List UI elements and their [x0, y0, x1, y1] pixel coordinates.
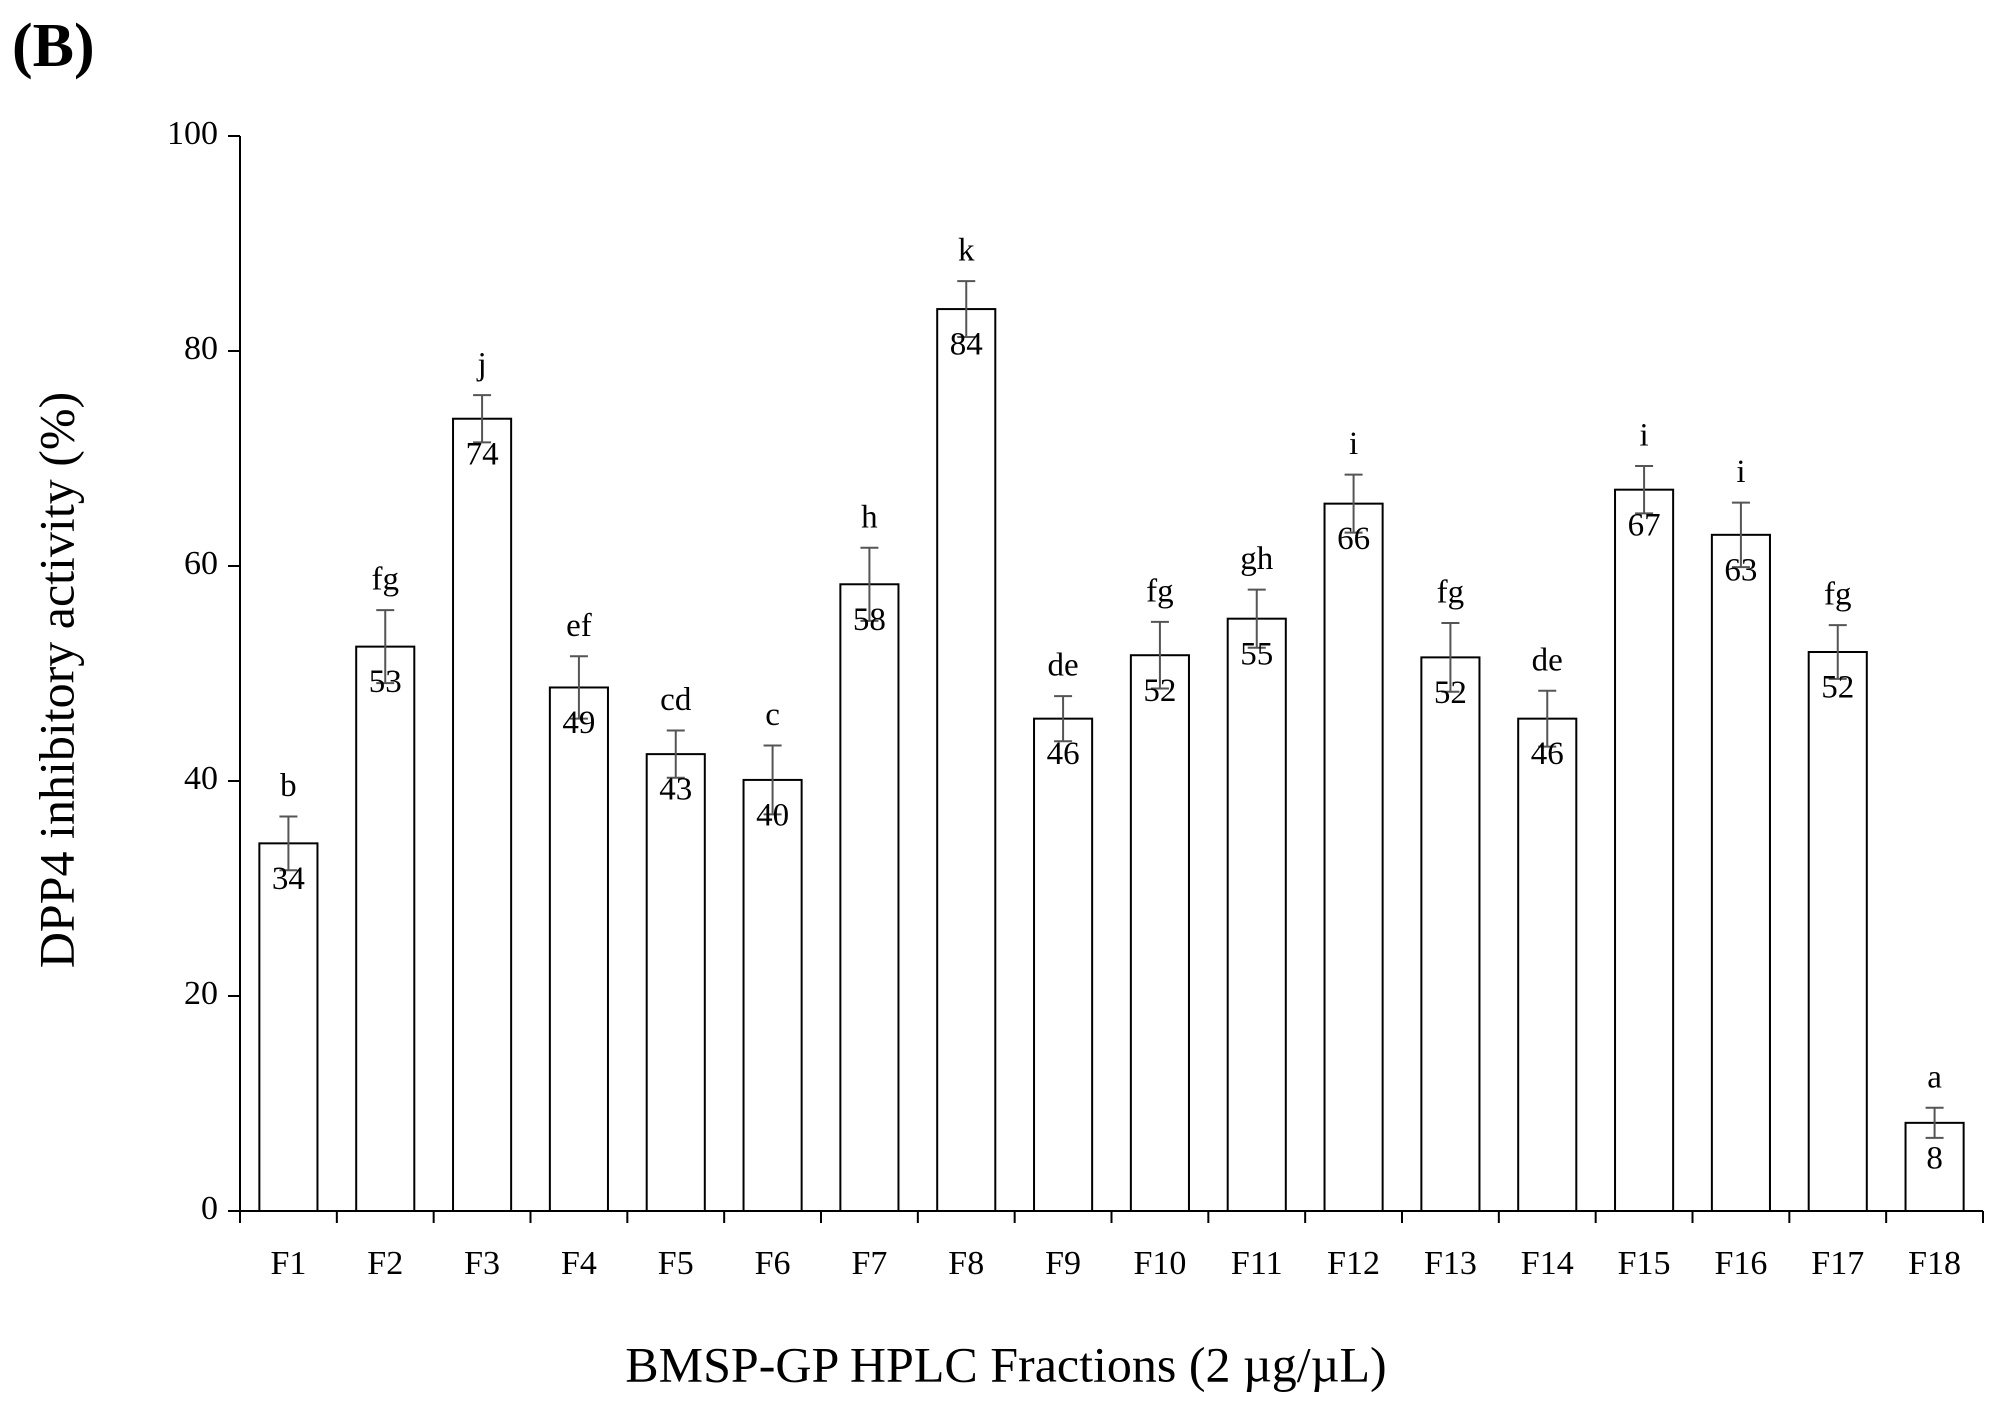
value-label: 43 [659, 772, 692, 808]
significance-letter: k [958, 233, 975, 269]
significance-letter: gh [1240, 541, 1274, 577]
bar [1033, 717, 1094, 1213]
value-label: 52 [1434, 675, 1467, 711]
y-tick-label: 0 [201, 1190, 218, 1227]
value-label: 55 [1240, 636, 1273, 672]
x-tick-label: F10 [1133, 1245, 1186, 1282]
x-tick-label: F2 [367, 1245, 403, 1282]
value-label: 34 [272, 861, 305, 897]
x-tick-label: F17 [1811, 1245, 1864, 1282]
x-tick-label: F5 [658, 1245, 694, 1282]
value-label: 52 [1821, 670, 1854, 706]
bar [355, 645, 416, 1212]
significance-letter: ef [566, 608, 592, 644]
y-tick-label: 80 [184, 330, 218, 367]
value-label: 53 [369, 664, 402, 700]
value-label: 84 [950, 327, 983, 363]
bar [936, 308, 997, 1212]
bar [258, 842, 319, 1212]
x-tick-label: F11 [1231, 1245, 1283, 1282]
panel-label: (B) [12, 12, 95, 80]
bar [839, 583, 900, 1212]
significance-letter: fg [1437, 575, 1465, 611]
x-tick-label: F3 [464, 1245, 500, 1282]
bar [548, 686, 609, 1212]
significance-letter: fg [1824, 577, 1852, 613]
value-label: 8 [1926, 1140, 1943, 1176]
bar [1710, 533, 1771, 1212]
significance-letter: fg [1146, 573, 1174, 609]
x-tick-label: F8 [948, 1245, 984, 1282]
significance-letter: i [1349, 426, 1358, 462]
bar [1226, 617, 1287, 1212]
bar [1807, 651, 1868, 1212]
bar [742, 778, 803, 1212]
value-label: 66 [1337, 521, 1370, 557]
x-tick-label: F16 [1714, 1245, 1767, 1282]
value-label: 67 [1628, 507, 1661, 543]
value-label: 46 [1531, 736, 1564, 772]
value-label: 74 [466, 436, 499, 472]
significance-letter: b [280, 768, 297, 804]
value-label: 40 [756, 798, 789, 834]
significance-letter: j [476, 347, 486, 383]
value-label: 49 [562, 705, 595, 741]
significance-letter: i [1736, 454, 1745, 490]
significance-letter: de [1048, 648, 1079, 684]
y-tick-label: 20 [184, 975, 218, 1012]
bar [645, 753, 706, 1212]
x-tick-label: F15 [1618, 1245, 1671, 1282]
x-tick-label: F9 [1045, 1245, 1081, 1282]
value-label: 52 [1143, 673, 1176, 709]
significance-letter: a [1927, 1059, 1942, 1095]
x-tick-label: F6 [755, 1245, 791, 1282]
bar [1420, 656, 1481, 1212]
bar [1517, 717, 1578, 1213]
y-tick-label: 100 [167, 115, 218, 152]
y-tick-label: 40 [184, 760, 218, 797]
bar [1129, 654, 1190, 1212]
x-tick-label: F1 [270, 1245, 306, 1282]
x-tick-label: F12 [1327, 1245, 1380, 1282]
value-label: 63 [1724, 552, 1757, 588]
x-tick-label: F14 [1521, 1245, 1574, 1282]
significance-letter: h [861, 499, 878, 535]
value-label: 58 [853, 602, 886, 638]
x-tick-label: F4 [561, 1245, 597, 1282]
significance-letter: de [1532, 642, 1563, 678]
x-tick-label: F13 [1424, 1245, 1477, 1282]
significance-letter: fg [372, 562, 400, 598]
y-tick-label: 60 [184, 545, 218, 582]
value-label: 46 [1047, 736, 1080, 772]
x-axis-title: BMSP-GP HPLC Fractions (2 µg/µL) [625, 1336, 1386, 1392]
y-axis-title: DPP4 inhibitory activity (%) [28, 392, 84, 968]
bar [1614, 488, 1675, 1212]
significance-letter: i [1639, 418, 1648, 454]
significance-letter: cd [660, 682, 692, 718]
x-tick-label: F7 [851, 1245, 887, 1282]
bar [1323, 502, 1384, 1212]
significance-letter: c [765, 697, 780, 733]
bar [452, 417, 513, 1213]
x-tick-label: F18 [1908, 1245, 1961, 1282]
